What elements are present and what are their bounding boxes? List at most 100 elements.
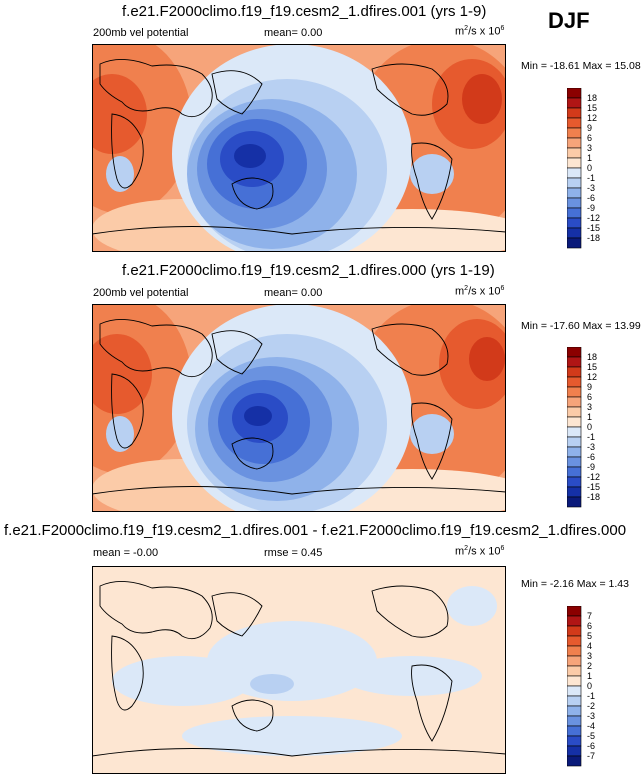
colorbar-tick-label: 12 <box>587 372 597 382</box>
colorbar-tick-label: -18 <box>587 233 600 243</box>
colorbar-tick-label: -6 <box>587 741 595 751</box>
colorbar-tick-label: 9 <box>587 382 592 392</box>
colorbar-swatch <box>567 187 582 199</box>
colorbar-swatch <box>567 167 582 179</box>
colorbar-tick-label: 15 <box>587 362 597 372</box>
colorbar-swatch <box>567 366 582 378</box>
colorbar-tick-label: 6 <box>587 133 592 143</box>
panel1-mean-label: mean= 0.00 <box>264 27 323 39</box>
colorbar-swatch <box>567 735 582 747</box>
colorbar-tick-label: 9 <box>587 123 592 133</box>
colorbar-swatch <box>567 177 582 189</box>
colorbar-tick-label: 0 <box>587 681 592 691</box>
panel3-rmse-label: rmse = 0.45 <box>264 547 323 559</box>
colorbar-tick-label: -4 <box>587 721 595 731</box>
colorbar-tick-label: 0 <box>587 163 592 173</box>
panel1-minmax: Min = -18.61 Max = 15.08 <box>521 60 641 72</box>
colorbar-tick-label: -12 <box>587 472 600 482</box>
colorbar-swatch <box>567 655 582 667</box>
colorbar-swatch <box>567 486 582 498</box>
colorbar-swatch <box>567 157 582 169</box>
colorbar-tick-label: -3 <box>587 442 595 452</box>
colorbar-tick-label: -15 <box>587 482 600 492</box>
colorbar-swatch <box>567 606 582 617</box>
panel3-minmax: Min = -2.16 Max = 1.43 <box>521 578 629 590</box>
colorbar-tick-label: 1 <box>587 412 592 422</box>
colorbar-swatch <box>567 217 582 229</box>
colorbar-swatch <box>567 446 582 458</box>
colorbar-tick-label: 0 <box>587 422 592 432</box>
colorbar-tick-label: -5 <box>587 731 595 741</box>
colorbar-tick-label: 3 <box>587 402 592 412</box>
colorbar-tick-label: -6 <box>587 193 595 203</box>
colorbar-tick-label: 6 <box>587 621 592 631</box>
colorbar-tick-label: -1 <box>587 691 595 701</box>
panel3-units: m2/s x 106 <box>455 545 505 558</box>
colorbar-swatch <box>567 635 582 647</box>
colorbar-swatch <box>567 685 582 697</box>
colorbar-tick-label: -3 <box>587 711 595 721</box>
panel1-title: f.e21.F2000climo.f19_f19.cesm2_1.dfires.… <box>122 3 487 20</box>
colorbar-swatch <box>567 386 582 398</box>
colorbar-swatch <box>567 695 582 707</box>
panel2-units: m2/s x 106 <box>455 285 505 298</box>
colorbar-tick-label: 1 <box>587 153 592 163</box>
colorbar-swatch <box>567 376 582 388</box>
colorbar-tick-label: 3 <box>587 651 592 661</box>
colorbar-tick-label: -2 <box>587 701 595 711</box>
panel3-title: f.e21.F2000climo.f19_f19.cesm2_1.dfires.… <box>4 522 627 539</box>
colorbar-swatch <box>567 715 582 727</box>
colorbar-tick-label: -9 <box>587 462 595 472</box>
colorbar-tick-label: -3 <box>587 183 595 193</box>
colorbar-swatch <box>567 147 582 159</box>
colorbar-swatch <box>567 137 582 149</box>
colorbar-tick-label: 18 <box>587 93 597 103</box>
colorbar-tick-label: 5 <box>587 631 592 641</box>
colorbar-tick-label: 12 <box>587 113 597 123</box>
colorbar-swatch <box>567 745 582 757</box>
colorbar-swatch <box>567 645 582 657</box>
panel2-mean-label: mean= 0.00 <box>264 287 323 299</box>
colorbar-swatch <box>567 237 582 249</box>
panel2-colorbar: 18 15 12 9 6 3 1 0 -1 -3 -6 -9 -12 -15 -18 <box>567 347 627 509</box>
colorbar-swatch <box>567 416 582 428</box>
colorbar-swatch <box>567 356 582 368</box>
colorbar-tick-label: 2 <box>587 661 592 671</box>
colorbar-tick-label: 6 <box>587 392 592 402</box>
colorbar-tick-label: -1 <box>587 173 595 183</box>
colorbar-tick-label: 15 <box>587 103 597 113</box>
colorbar-tick-label: 4 <box>587 641 592 651</box>
colorbar-swatch <box>567 665 582 677</box>
panel2-field-label: 200mb vel potential <box>93 287 189 299</box>
panel1-field-label: 200mb vel potential <box>93 27 189 39</box>
colorbar-tick-label: 18 <box>587 352 597 362</box>
colorbar-tick-label: 3 <box>587 143 592 153</box>
colorbar-swatch <box>567 755 582 767</box>
panel1-map <box>92 44 506 252</box>
colorbar-swatch <box>567 227 582 239</box>
colorbar-swatch <box>567 675 582 687</box>
colorbar-tick-label: -9 <box>587 203 595 213</box>
panel3-colorbar: 7 6 5 4 3 2 1 0 -1 -2 -3 -4 -5 -6 -7 <box>567 606 627 768</box>
colorbar-swatch <box>567 456 582 468</box>
colorbar-swatch <box>567 476 582 488</box>
panel2-title: f.e21.F2000climo.f19_f19.cesm2_1.dfires.… <box>122 262 495 279</box>
colorbar-tick-label: -12 <box>587 213 600 223</box>
panel1-colorbar: 18 15 12 9 6 3 1 0 -1 -3 -6 -9 -12 -15 -18 <box>567 88 627 250</box>
colorbar-swatch <box>567 625 582 637</box>
colorbar-swatch <box>567 436 582 448</box>
colorbar-swatch <box>567 127 582 139</box>
colorbar-swatch <box>567 207 582 219</box>
panel2-map <box>92 304 506 512</box>
panel3-mean-label: mean = -0.00 <box>93 547 159 559</box>
colorbar-tick-label: 7 <box>587 611 592 621</box>
colorbar-swatch <box>567 97 582 109</box>
panel2-minmax: Min = -17.60 Max = 13.99 <box>521 320 641 332</box>
colorbar-tick-label: -15 <box>587 223 600 233</box>
colorbar-swatch <box>567 426 582 438</box>
colorbar-swatch <box>567 117 582 129</box>
colorbar-swatch <box>567 496 582 508</box>
colorbar-swatch <box>567 107 582 119</box>
panel3-map <box>92 566 506 774</box>
panel1-units: m2/s x 106 <box>455 25 505 38</box>
